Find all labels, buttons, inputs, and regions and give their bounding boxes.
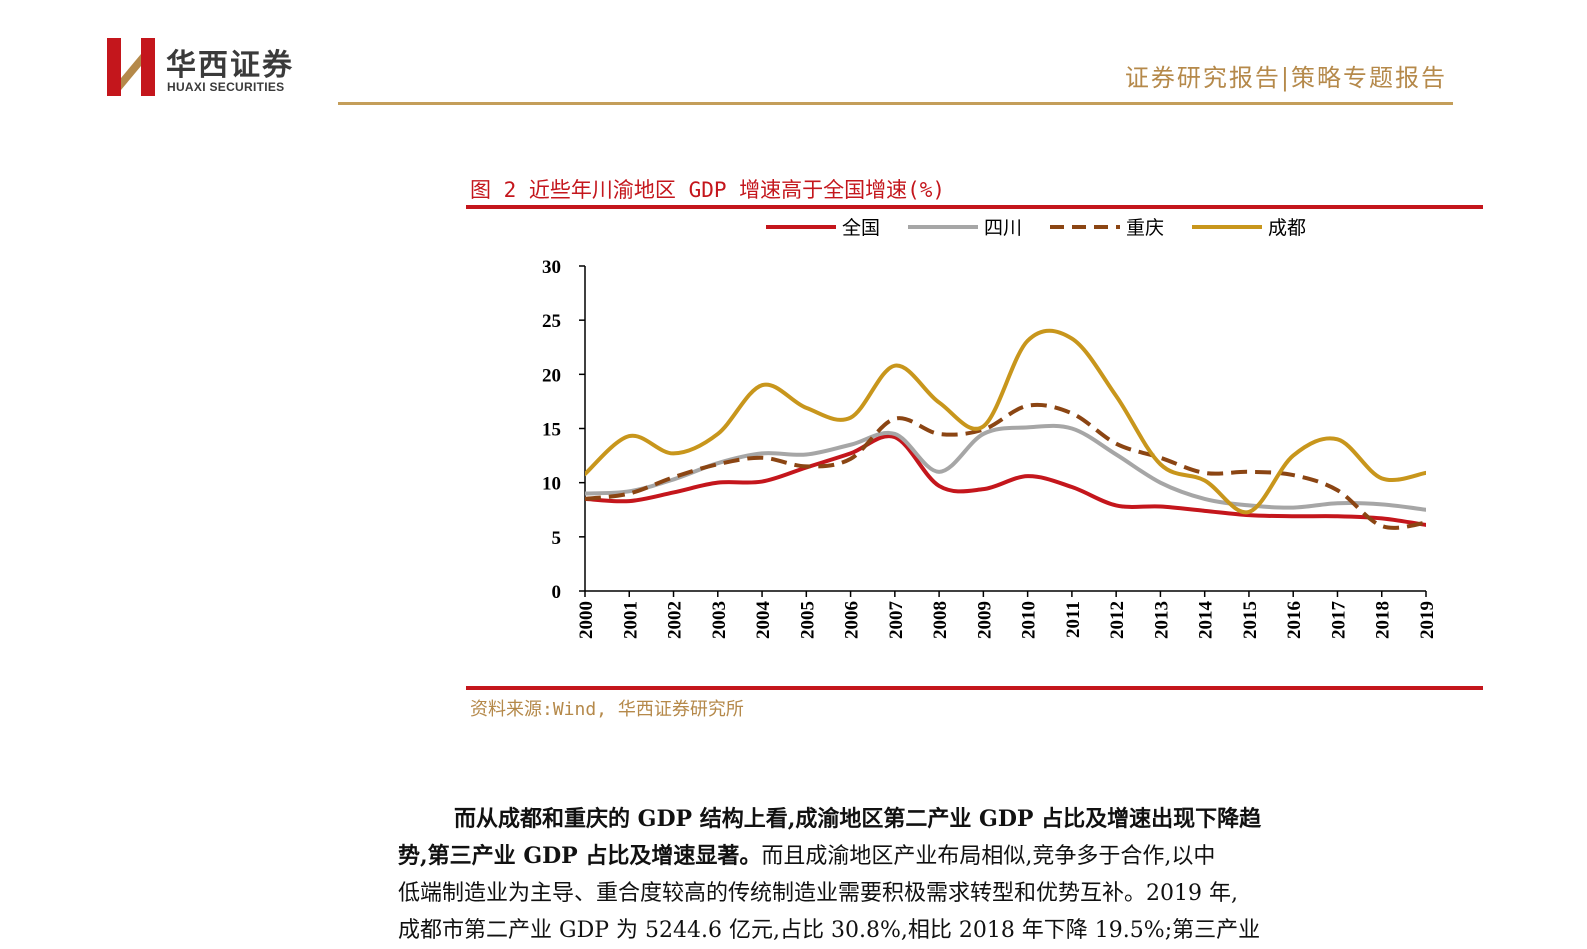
body-bold-text: 而从成都和重庆的 GDP 结构上看,成渝地区第二产业 GDP 占比及增速出现下降… <box>454 806 1262 832</box>
series-line-成都 <box>585 328 1426 515</box>
chart-legend: 全国 四川 重庆 成都 <box>766 217 1306 239</box>
x-tick-label: 2011 <box>1063 601 1084 638</box>
y-tick-label: 0 <box>552 582 562 603</box>
body-paragraph-line-2: 势,第三产业 GDP 占比及增速显著。而且成渝地区产业布局相似,竞争多于合作,以… <box>398 838 1484 870</box>
y-tick-label: 25 <box>542 311 561 332</box>
x-tick-label: 2013 <box>1151 601 1172 639</box>
x-tick-label: 2018 <box>1373 601 1394 639</box>
report-type: 证券研究报告|策略专题报告 <box>1124 64 1447 92</box>
x-tick-label: 2008 <box>930 601 951 639</box>
x-tick-label: 2009 <box>974 601 995 639</box>
figure-top-rule <box>466 205 1483 209</box>
figure-bottom-rule <box>466 686 1483 690</box>
body-paragraph-line-3: 低端制造业为主导、重合度较高的传统制造业需要积极需求转型和优势互补。2019 年… <box>398 881 1238 906</box>
y-tick-label: 15 <box>542 420 561 441</box>
y-tick-label: 10 <box>542 474 561 495</box>
y-tick-label: 5 <box>552 528 562 549</box>
x-tick-label: 2012 <box>1107 601 1128 639</box>
x-tick-label: 2017 <box>1328 601 1349 640</box>
x-tick-label: 2003 <box>709 601 730 639</box>
y-tick-label: 20 <box>542 365 561 386</box>
figure-source: 资料来源:Wind, 华西证券研究所 <box>470 699 744 720</box>
y-axis: 0 5 10 15 20 25 30 <box>542 257 586 603</box>
header-divider <box>338 102 1453 105</box>
logo-text-cn: 华西证券 <box>166 48 294 83</box>
x-tick-label: 2015 <box>1240 601 1261 639</box>
series-line-四川 <box>585 423 1426 512</box>
logo-text-en: HUAXI SECURITIES <box>167 80 285 94</box>
legend-label: 四川 <box>984 217 1022 239</box>
body-bold-text: 势,第三产业 GDP 占比及增速显著。 <box>398 843 762 869</box>
x-tick-label: 2016 <box>1284 601 1305 639</box>
x-tick-label: 2004 <box>753 601 774 640</box>
figure-caption: 图 2 近些年川渝地区 GDP 增速高于全国增速(%) <box>470 178 946 202</box>
legend-label: 全国 <box>842 217 880 239</box>
x-tick-label: 2014 <box>1196 601 1217 640</box>
x-tick-label: 2002 <box>665 601 686 639</box>
y-tick-label: 30 <box>542 257 561 278</box>
x-tick-label: 2001 <box>620 601 641 639</box>
series-line-重庆 <box>585 402 1426 530</box>
legend-label: 重庆 <box>1126 217 1164 239</box>
body-paragraph-line-1: 而从成都和重庆的 GDP 结构上看,成渝地区第二产业 GDP 占比及增速出现下降… <box>398 801 1484 833</box>
series-line-全国 <box>585 434 1426 527</box>
legend-label: 成都 <box>1268 217 1306 239</box>
plot-area <box>585 328 1426 530</box>
x-axis: 2000 2001 2002 2003 2004 2005 2006 2007 2008 2009… <box>576 590 1438 640</box>
x-tick-label: 2010 <box>1019 601 1040 639</box>
x-tick-label: 2005 <box>797 601 818 639</box>
x-tick-label: 2000 <box>576 601 597 639</box>
body-text: 而且成渝地区产业布局相似,竞争多于合作,以中 <box>761 844 1216 869</box>
x-tick-label: 2019 <box>1417 601 1438 639</box>
x-tick-label: 2006 <box>842 601 863 639</box>
body-paragraph-line-4: 成都市第二产业 GDP 为 5244.6 亿元,占比 30.8%,相比 2018… <box>398 918 1261 943</box>
logo-icon <box>107 38 155 96</box>
x-tick-label: 2007 <box>886 601 907 640</box>
